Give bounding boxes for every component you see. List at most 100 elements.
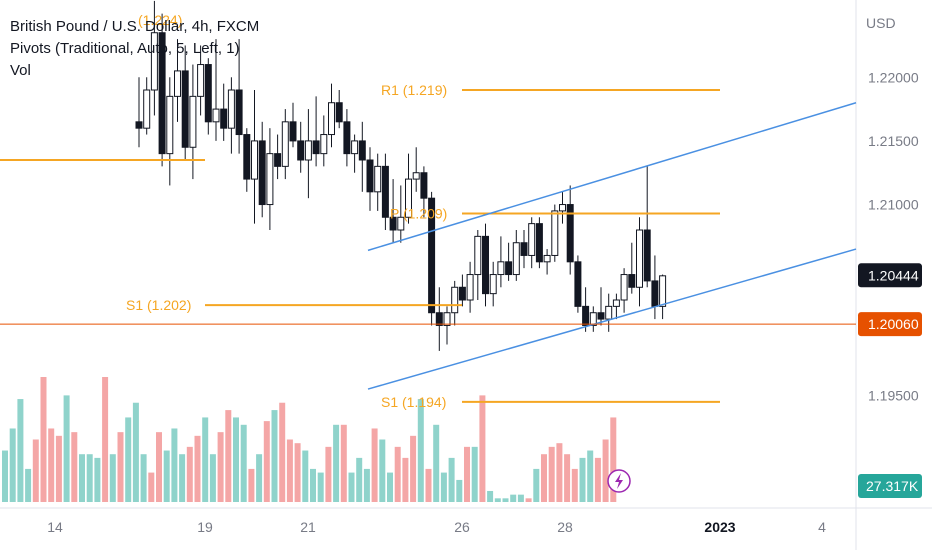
volume-bar [202,417,209,502]
candle-up [189,95,197,148]
volume-bar [248,468,255,502]
volume-bar [271,410,278,502]
candle-down [358,140,366,161]
volume-bar [448,457,455,502]
candle-down [597,312,605,320]
price-tick-label: 1.21500 [868,133,919,149]
volume-bar [325,446,332,502]
candle-down [243,134,251,180]
candle-down [181,70,189,148]
volume-bar [240,424,247,502]
volume-bar [186,446,193,502]
volume-bar [471,446,478,502]
volume-bar [487,490,494,502]
volume-bar [510,494,517,502]
volume-bar [602,439,609,502]
volume-bar [63,395,70,502]
volume-bar [564,454,571,502]
volume-bar [17,399,24,502]
volume-bar [102,377,109,502]
volume-bar [94,457,101,502]
volume-bar [286,439,293,502]
volume-bar [125,417,132,502]
channel-upper-line[interactable] [367,102,857,252]
volume-bar [594,457,601,502]
volume-bar [387,472,393,502]
time-tick-label: 14 [47,519,63,535]
candle-down [520,242,528,256]
candle-up [528,223,536,256]
volume-bar [2,450,8,502]
volume-bar [340,424,347,502]
candle-down [343,121,351,155]
volume-bar [194,435,201,502]
volume-bar [279,402,286,502]
volume-bar [217,432,224,502]
candle-down [582,305,590,326]
volume-bar [9,428,16,502]
candle-down [505,261,513,276]
volume-bar [333,424,340,502]
candle-up [474,235,482,276]
legend-volume[interactable]: Vol [10,62,31,79]
candle-down [482,235,489,295]
pivot-label: S1 (1.194) [381,394,446,410]
volume-tag [858,474,922,498]
volume-bar [556,443,563,502]
pivot-label: P (1.209) [390,205,447,221]
volume-bar [140,454,147,502]
candle-down [389,216,397,231]
legend-pivots[interactable]: Pivots (Traditional, Auto, 5, Left, 1) [10,40,240,57]
candle-down [535,223,543,263]
candle-down [381,165,389,218]
volume-bar [371,428,378,502]
candle-up [174,70,181,97]
volume-bar [25,468,32,502]
volume-bar [209,454,216,502]
time-tick-label: 4 [818,519,826,535]
volume-bar [310,468,316,502]
volume-bar [233,417,239,502]
marked-price-label: 1.20060 [868,316,919,332]
candle-up [605,305,613,320]
volume-bar [410,435,417,502]
volume-bar [117,432,124,502]
candle-up [412,172,420,180]
volume-bar [156,432,162,502]
lightning-icon[interactable] [607,469,631,493]
candle-up [397,216,405,231]
candle-down [204,64,212,123]
volume-bar [263,421,270,502]
time-tick-label: 2023 [704,519,735,535]
volume-bar [294,443,301,502]
candle-up [351,140,359,155]
volume-bar [610,417,617,502]
volume-bar [179,454,186,502]
volume-bar [317,472,324,502]
candle-up [251,140,258,180]
candle-up [212,108,220,123]
candle-down [366,159,374,193]
volume-bar [163,450,170,502]
candle-down [566,204,574,263]
volume-bar [579,457,586,502]
candle-up [451,286,459,314]
volume-bar [148,472,155,502]
candle-up [166,95,174,155]
pivot-label: (1.224) [138,12,182,28]
legend-symbol[interactable]: British Pound / U.S. Dollar, 4h, FXCM [10,18,260,35]
candle-up [320,134,328,155]
volume-bar [48,428,55,502]
volume-bar [494,498,501,502]
price-tick-label: 1.22000 [868,69,919,85]
candle-down [643,229,651,282]
candle-down [258,140,266,206]
time-tick-label: 21 [300,519,316,535]
volume-bar [79,454,85,502]
channel-lower-line[interactable] [367,248,857,390]
candle-up [405,178,412,218]
candle-up [559,204,566,212]
volume-bar [363,468,370,502]
candle-down [428,197,436,314]
